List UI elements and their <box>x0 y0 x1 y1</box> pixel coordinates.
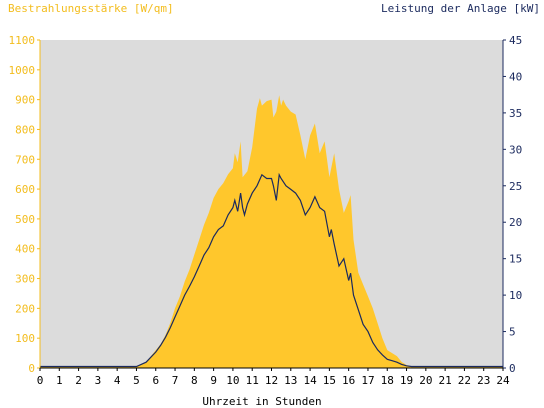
y-left-tick-label: 700 <box>15 153 35 166</box>
x-tick-label: 19 <box>400 374 413 387</box>
x-tick-label: 20 <box>419 374 432 387</box>
x-tick-label: 24 <box>496 374 510 387</box>
y-left-tick-label: 1000 <box>9 64 36 77</box>
x-tick-label: 8 <box>191 374 198 387</box>
x-tick-label: 9 <box>210 374 217 387</box>
x-tick-label: 17 <box>361 374 374 387</box>
x-tick-label: 11 <box>246 374 259 387</box>
y-left-tick-label: 100 <box>15 332 35 345</box>
y-left-tick-label: 0 <box>28 362 35 375</box>
irradiance-area <box>40 95 503 368</box>
y-left-tick-label: 400 <box>15 243 35 256</box>
y-left-tick-label: 1100 <box>9 34 36 47</box>
x-tick-label: 5 <box>133 374 140 387</box>
x-tick-label: 21 <box>439 374 452 387</box>
x-tick-label: 3 <box>95 374 102 387</box>
x-tick-label: 6 <box>152 374 159 387</box>
y-left-tick-label: 200 <box>15 302 35 315</box>
y-right-tick-label: 25 <box>509 180 522 193</box>
y-right-tick-label: 35 <box>509 107 522 120</box>
y-right-tick-label: 0 <box>509 362 516 375</box>
x-tick-label: 16 <box>342 374 355 387</box>
x-tick-label: 7 <box>172 374 179 387</box>
y-left-tick-label: 600 <box>15 183 35 196</box>
y-right-tick-label: 15 <box>509 253 522 266</box>
y-left-tick-label: 800 <box>15 123 35 136</box>
x-tick-label: 13 <box>284 374 297 387</box>
irradiance-area-layer <box>40 95 503 368</box>
y-right-tick-label: 40 <box>509 70 522 83</box>
x-tick-label: 0 <box>37 374 44 387</box>
x-tick-label: 18 <box>381 374 394 387</box>
x-tick-label: 1 <box>56 374 63 387</box>
y-right-tick-label: 45 <box>509 34 522 47</box>
y-left-tick-label: 300 <box>15 273 35 286</box>
y-right-tick-label: 5 <box>509 326 516 339</box>
x-tick-label: 15 <box>323 374 336 387</box>
x-tick-label: 4 <box>114 374 121 387</box>
y-axis-left-label: Bestrahlungsstärke [W/qm] <box>8 2 174 15</box>
y-axis-right-label: Leistung der Anlage [kW] <box>381 2 540 15</box>
y-right-tick-label: 20 <box>509 216 522 229</box>
y-left-tick-label: 500 <box>15 213 35 226</box>
y-right-tick-label: 10 <box>509 289 522 302</box>
power-line-layer <box>40 172 503 368</box>
y-left-tick-label: 900 <box>15 94 35 107</box>
x-tick-label: 12 <box>265 374 278 387</box>
x-tick-label: 22 <box>458 374 471 387</box>
x-tick-label: 10 <box>226 374 239 387</box>
axes-layer: 0100200300400500600700800900100011000510… <box>9 34 523 387</box>
x-tick-label: 23 <box>477 374 490 387</box>
x-tick-label: 2 <box>75 374 82 387</box>
power-line <box>40 172 503 368</box>
x-axis-label: Uhrzeit in Stunden <box>202 395 321 408</box>
y-right-tick-label: 30 <box>509 143 522 156</box>
x-tick-label: 14 <box>303 374 317 387</box>
